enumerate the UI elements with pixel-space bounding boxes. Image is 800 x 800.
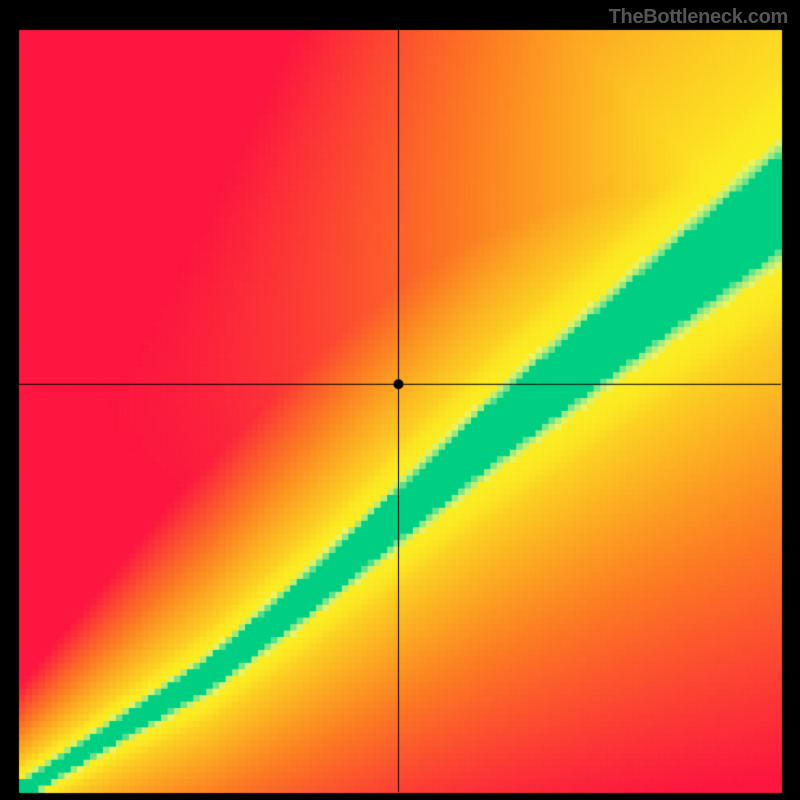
chart-container: TheBottleneck.com [0, 0, 800, 800]
heatmap-canvas [0, 0, 800, 800]
watermark-text: TheBottleneck.com [609, 6, 788, 29]
